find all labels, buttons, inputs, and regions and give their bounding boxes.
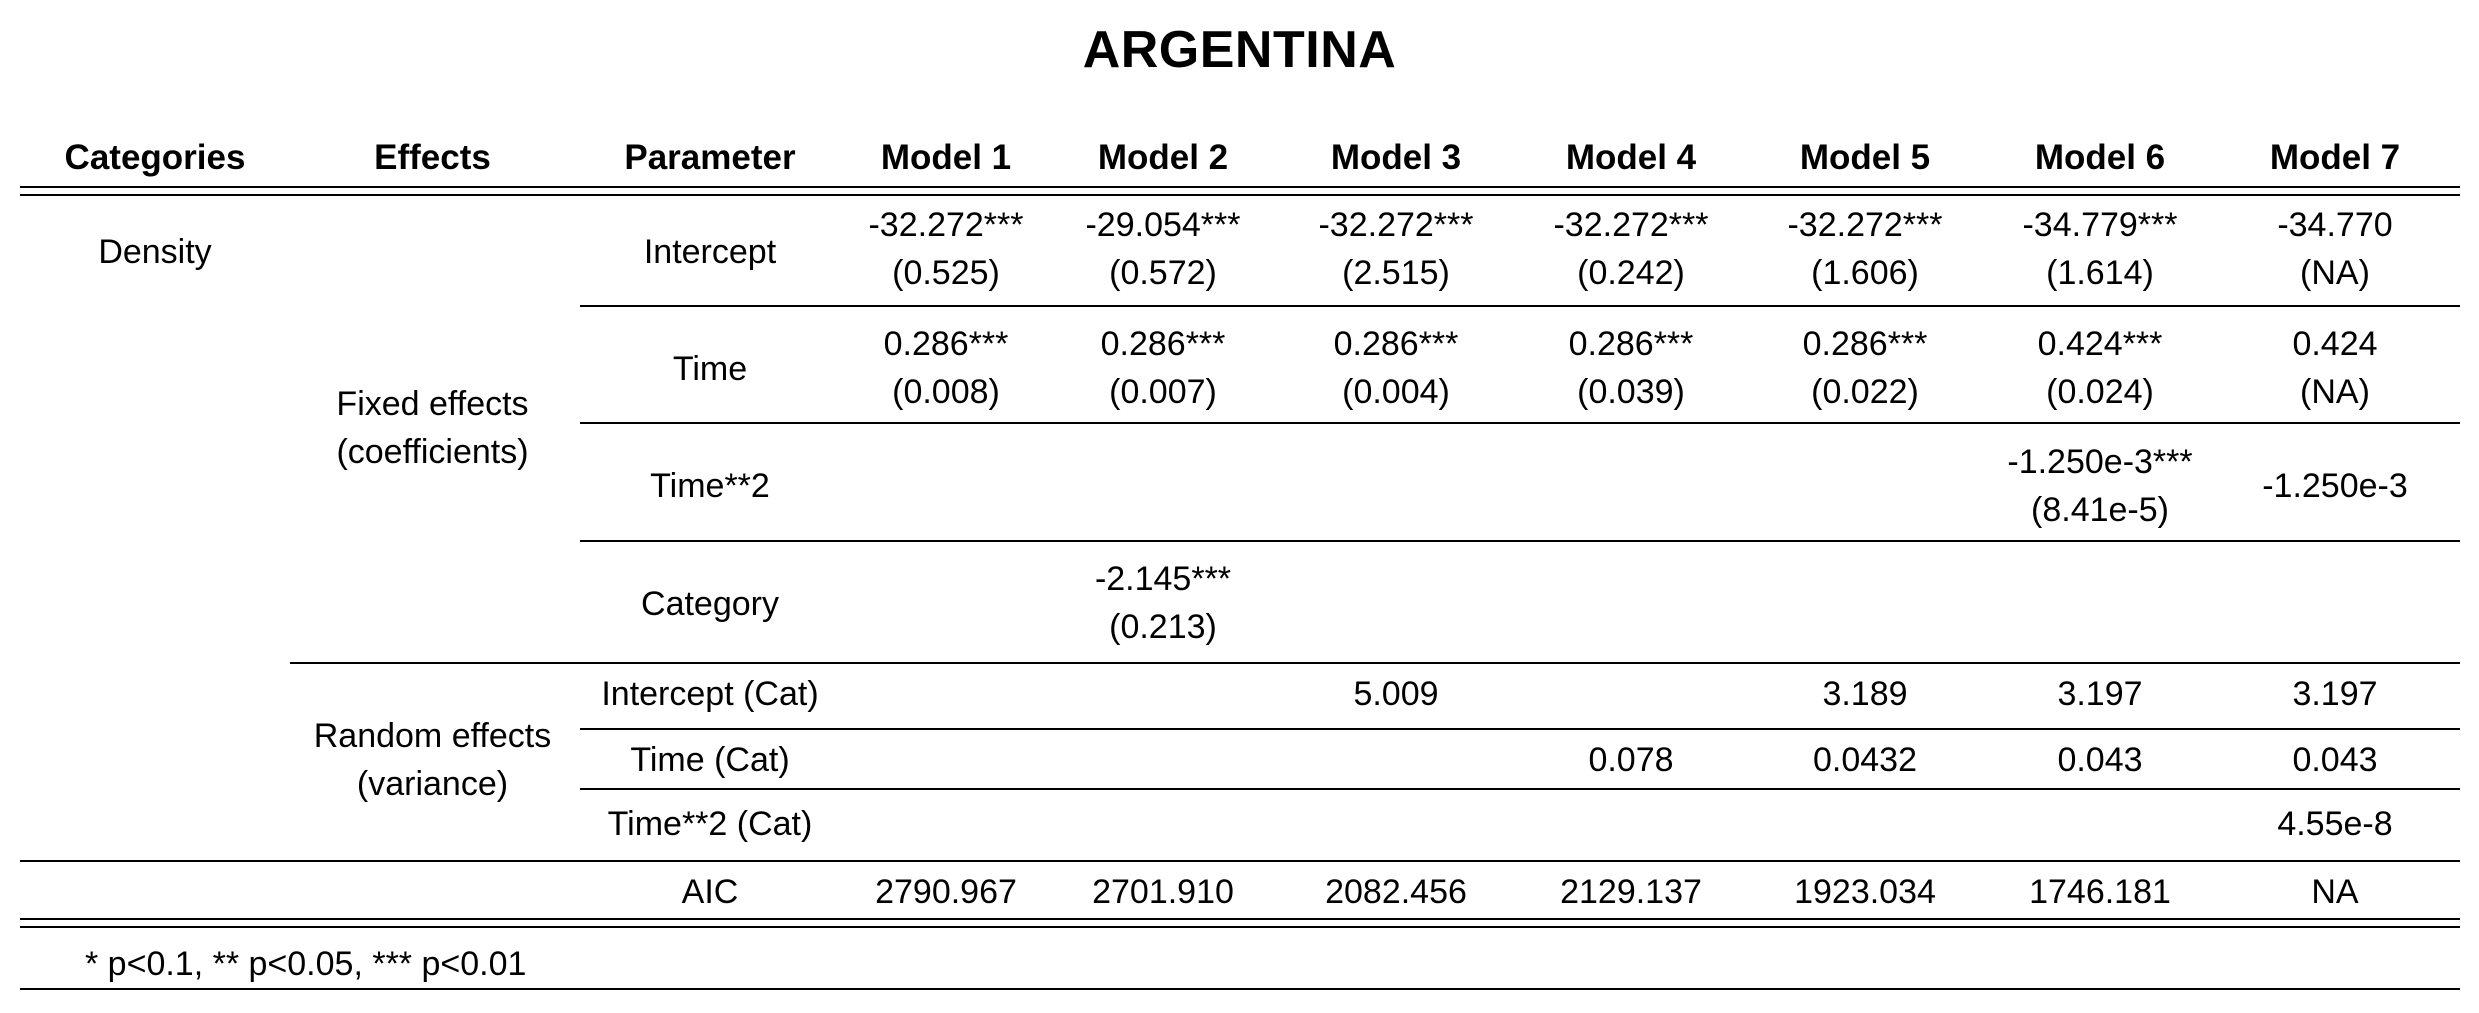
cell-rand-intercept-m3: 5.009 — [1353, 675, 1439, 713]
cell-aic-m5: 1923.034 — [1794, 873, 1936, 911]
rule-after-time-squared — [580, 540, 2460, 542]
cell-time-m2: 0.286*** (0.007) — [1100, 325, 1226, 411]
cell-intercept-m3: -32.272*** (2.515) — [1318, 206, 1474, 292]
cell-time2-m7: -1.250e-3 — [2262, 467, 2408, 505]
cell-time-m4: 0.286*** (0.039) — [1568, 325, 1694, 411]
header-effects: Effects — [374, 138, 491, 177]
cell-time-m5: 0.286*** (0.022) — [1802, 325, 1928, 411]
aic-label: AIC — [681, 873, 739, 911]
rule-after-fixed-effects — [290, 662, 2460, 664]
param-intercept: Intercept — [643, 233, 777, 271]
rule-after-time-cat — [580, 788, 2460, 790]
table-title: ARGENTINA — [1082, 21, 1397, 79]
cell-intercept-m5: -32.272*** (1.606) — [1787, 206, 1943, 292]
random-effects-label-line1: Random effects — [313, 717, 552, 755]
header-model-7: Model 7 — [2269, 138, 2401, 177]
cell-aic-m3: 2082.456 — [1325, 873, 1467, 911]
cell-rand-intercept-m5: 3.189 — [1822, 675, 1908, 713]
header-model-3: Model 3 — [1330, 138, 1462, 177]
cell-rand-intercept-m6: 3.197 — [2057, 675, 2143, 713]
cell-rand-intercept-m7: 3.197 — [2292, 675, 2378, 713]
param-time-squared-cat: Time**2 (Cat) — [607, 805, 813, 843]
rule-after-intercept — [580, 305, 2460, 307]
header-model-2: Model 2 — [1097, 138, 1229, 177]
header-categories: Categories — [64, 138, 246, 177]
cell-time-m1: 0.286*** (0.008) — [883, 325, 1009, 411]
cell-intercept-m6: -34.779*** (1.614) — [2022, 206, 2178, 292]
cell-intercept-m2: -29.054*** (0.572) — [1085, 206, 1241, 292]
rule-before-aic — [20, 860, 2460, 862]
cell-rand-time-m5: 0.0432 — [1813, 741, 1917, 779]
cell-intercept-m1: -32.272*** (0.525) — [868, 206, 1024, 292]
param-time-squared: Time**2 — [650, 467, 770, 505]
cell-time-m7: 0.424 (NA) — [2292, 325, 2378, 411]
random-effects-label-line2: (variance) — [356, 765, 509, 803]
param-intercept-cat: Intercept (Cat) — [601, 675, 819, 713]
cell-aic-m7: NA — [2311, 873, 2359, 911]
cell-time-m3: 0.286*** (0.004) — [1333, 325, 1459, 411]
aic-rule-top — [20, 918, 2460, 920]
header-model-1: Model 1 — [880, 138, 1012, 177]
rule-after-time — [580, 422, 2460, 424]
param-time-cat: Time (Cat) — [630, 741, 790, 779]
param-category: Category — [641, 585, 779, 623]
header-model-4: Model 4 — [1565, 138, 1697, 177]
cell-rand-time-m7: 0.043 — [2292, 741, 2378, 779]
fixed-effects-label-line1: Fixed effects — [336, 385, 529, 423]
cell-intercept-m4: -32.272*** (0.242) — [1553, 206, 1709, 292]
cell-aic-m1: 2790.967 — [875, 873, 1017, 911]
header-parameter: Parameter — [624, 138, 796, 177]
cell-time2-m6: -1.250e-3*** (8.41e-5) — [2007, 443, 2193, 529]
param-time: Time — [672, 350, 748, 388]
cell-rand-time-m4: 0.078 — [1588, 741, 1674, 779]
header-rule-top — [20, 186, 2460, 188]
header-model-6: Model 6 — [2034, 138, 2166, 177]
header-model-5: Model 5 — [1799, 138, 1931, 177]
cell-aic-m4: 2129.137 — [1560, 873, 1702, 911]
cell-rand-time-m6: 0.043 — [2057, 741, 2143, 779]
cell-time-m6: 0.424*** (0.024) — [2037, 325, 2163, 411]
rule-after-intercept-cat — [580, 728, 2460, 730]
aic-rule-bottom — [20, 926, 2460, 928]
cell-category-m2: -2.145*** (0.213) — [1094, 560, 1232, 646]
cell-rand-time2-m7: 4.55e-8 — [2277, 805, 2393, 843]
cell-intercept-m7: -34.770 (NA) — [2277, 206, 2393, 292]
fixed-effects-label-line2: (coefficients) — [336, 433, 529, 471]
cell-aic-m6: 1746.181 — [2029, 873, 2171, 911]
bottom-rule — [20, 988, 2460, 990]
cell-aic-m2: 2701.910 — [1092, 873, 1234, 911]
category-label: Density — [98, 233, 212, 271]
significance-note: * p<0.1, ** p<0.05, *** p<0.01 — [85, 945, 527, 983]
header-rule-bottom — [20, 194, 2460, 196]
